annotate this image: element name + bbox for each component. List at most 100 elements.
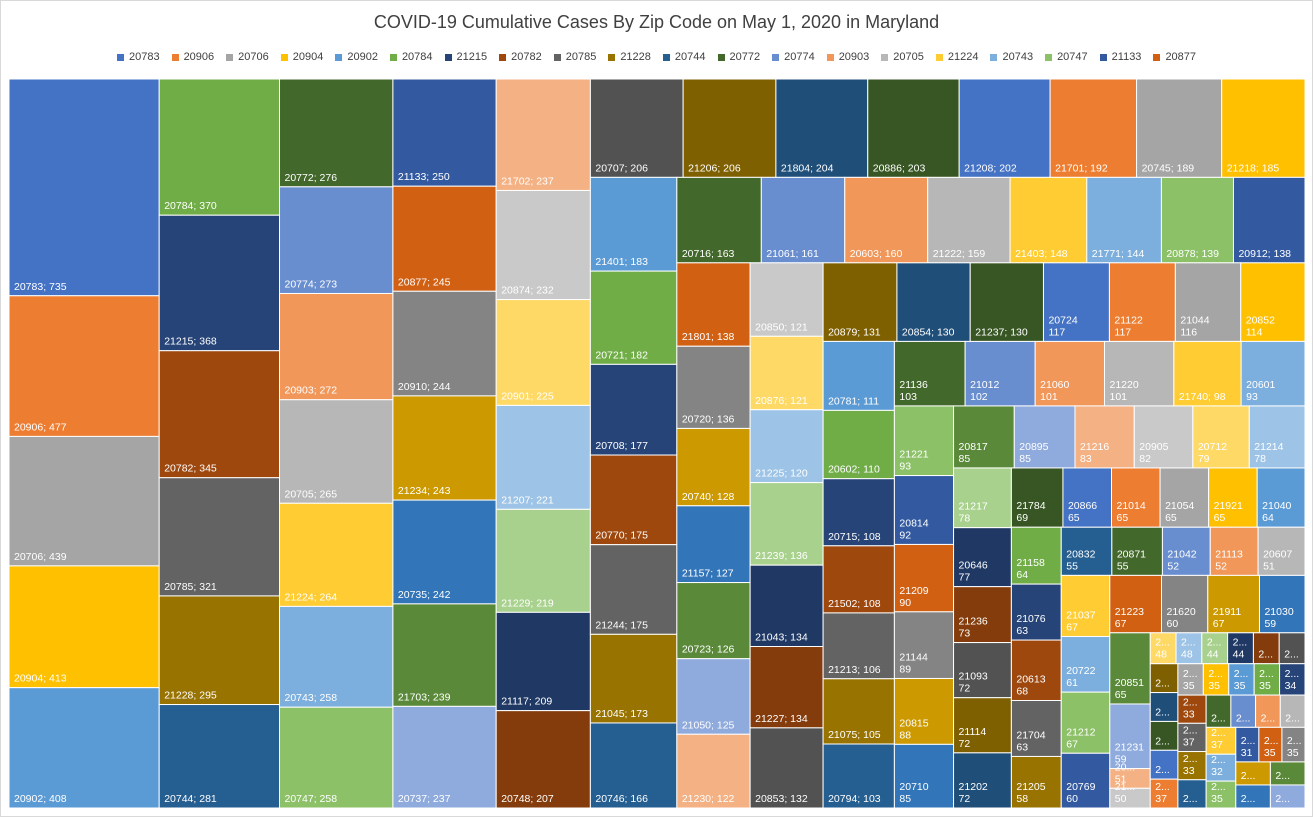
tile-label: 21216 83 <box>1080 441 1109 465</box>
tile-label: 21804; 204 <box>781 162 834 174</box>
tile-label-line: 2... <box>1181 637 1196 649</box>
tile-label: 21620 60 <box>1166 606 1195 630</box>
tile-label-line: 72 <box>959 683 971 695</box>
tile-rect <box>1104 340 1175 407</box>
tile-label: 20705; 265 <box>285 488 338 500</box>
tile-label-line: 50 <box>1115 793 1127 805</box>
tile-label-line: 20769 <box>1066 781 1095 793</box>
tile-label: 2... 32 <box>1211 754 1226 778</box>
legend-swatch <box>1045 53 1053 61</box>
tile-label: 21208; 202 <box>964 162 1017 174</box>
tile-label: 20772; 276 <box>285 172 338 184</box>
treemap-tile: 20613 68 <box>1010 639 1062 701</box>
tile-label-line: 20871 <box>1117 548 1146 560</box>
tile-rect <box>1248 405 1306 469</box>
tile-rect <box>279 186 394 294</box>
tile-label-line: 55 <box>1066 560 1078 572</box>
tile-label-line: 21093 <box>959 671 988 683</box>
treemap-tile: 21144 89 <box>893 611 955 679</box>
tile-label: 2... 35 <box>1259 668 1274 692</box>
treemap-tile: 2... <box>1269 784 1306 809</box>
tile-label: 20854; 130 <box>902 326 955 338</box>
treemap-tile: 21014 65 <box>1111 467 1161 528</box>
tile-label-line: 20814 <box>899 517 928 529</box>
tile-rect <box>1278 632 1306 665</box>
treemap-tile: 2... <box>1149 720 1179 751</box>
tile-rect <box>1149 778 1179 809</box>
tile-rect <box>1177 779 1207 809</box>
tile-label: 20722 61 <box>1066 665 1095 689</box>
treemap-tile: 20712 79 <box>1192 405 1250 469</box>
tile-label-line: 90 <box>899 597 911 609</box>
tile-rect <box>1269 784 1306 809</box>
tile-label: 21231 59 <box>1115 742 1144 766</box>
tile-label: 2... 37 <box>1183 725 1198 749</box>
tile-rect <box>495 189 591 301</box>
tile-label-line: 2... <box>1261 712 1276 724</box>
treemap-tile: 21801; 138 <box>676 262 751 347</box>
legend-swatch <box>1099 53 1107 61</box>
tile-rect <box>1208 467 1258 528</box>
tile-rect <box>953 467 1012 529</box>
tile-rect <box>392 395 497 501</box>
tile-label: 21144 89 <box>899 651 928 675</box>
tile-rect <box>1201 632 1229 665</box>
tile-rect <box>1136 78 1223 178</box>
tile-label-line: 21784 <box>1016 500 1045 512</box>
tile-label: 21225; 120 <box>755 468 808 480</box>
treemap-tile: 2... 35 <box>1281 726 1306 763</box>
tile-label-line: 2... <box>1155 706 1170 718</box>
tile-rect <box>1062 467 1113 528</box>
tile-label-line: 63 <box>1016 625 1028 637</box>
treemap-tile: 21214 78 <box>1248 405 1306 469</box>
tile-label-line: 2... <box>1234 668 1249 680</box>
tile-rect <box>279 78 394 188</box>
treemap-tile: 2... 35 <box>1228 663 1255 696</box>
tile-rect <box>822 409 895 480</box>
tile-label: 20646 77 <box>959 560 988 584</box>
treemap-tile: 21113 52 <box>1209 526 1259 576</box>
tile-label: 2... 44 <box>1233 637 1248 661</box>
treemap-tile: 20772; 276 <box>279 78 394 188</box>
tile-label: 21113 52 <box>1215 548 1243 572</box>
tile-label-line: 116 <box>1180 326 1197 338</box>
tile-label-line: 2... <box>1241 735 1256 747</box>
tile-label-line: 2... <box>1155 678 1170 690</box>
treemap-tile: 20737; 237 <box>392 705 497 809</box>
legend-label: 21224 <box>947 51 979 63</box>
tile-label: 20901; 225 <box>501 390 554 402</box>
tile-label: 21214 78 <box>1254 441 1283 465</box>
treemap-tile: 2... 37 <box>1177 722 1207 753</box>
treemap-tile: 20794; 103 <box>822 743 895 809</box>
legend-swatch <box>1153 53 1161 61</box>
tile-label-line: 20817 <box>959 441 988 453</box>
tile-label: 20774; 273 <box>285 278 338 290</box>
treemap-tile: 21208; 202 <box>958 78 1051 178</box>
tile-label-line: 83 <box>1080 453 1092 465</box>
legend-label: 20785 <box>565 51 597 63</box>
tile-label: 21230; 122 <box>682 793 735 805</box>
tile-rect <box>676 505 751 584</box>
tile-rect <box>1013 405 1076 469</box>
tile-label: 21207; 221 <box>501 494 554 506</box>
tile-label: 21117; 209 <box>501 696 552 708</box>
tile-label-line: 35 <box>1183 680 1195 692</box>
treemap-tile: 20747; 258 <box>279 706 394 809</box>
treemap-tile: 2... 48 <box>1149 632 1177 665</box>
tile-rect <box>8 565 160 689</box>
tile-label-line: 2... <box>1183 696 1198 708</box>
tile-rect <box>1149 720 1179 751</box>
tile-rect <box>953 586 1012 644</box>
treemap-tile: 2... 35 <box>1177 663 1204 696</box>
tile-label: 21224; 264 <box>285 591 338 603</box>
tile-label: 21076 63 <box>1016 613 1045 637</box>
treemap-tile: 2... 34 <box>1279 663 1306 696</box>
tile-rect <box>676 582 751 660</box>
tile-label-line: 21202 <box>959 781 988 793</box>
treemap-tile: 20817 85 <box>953 405 1015 469</box>
tile-rect <box>893 475 955 545</box>
tile-rect <box>1202 663 1230 696</box>
treemap-tile: 20815 88 <box>893 677 955 745</box>
treemap-tile: 2... <box>1230 694 1257 728</box>
treemap-tile: 21401; 183 <box>589 176 678 272</box>
